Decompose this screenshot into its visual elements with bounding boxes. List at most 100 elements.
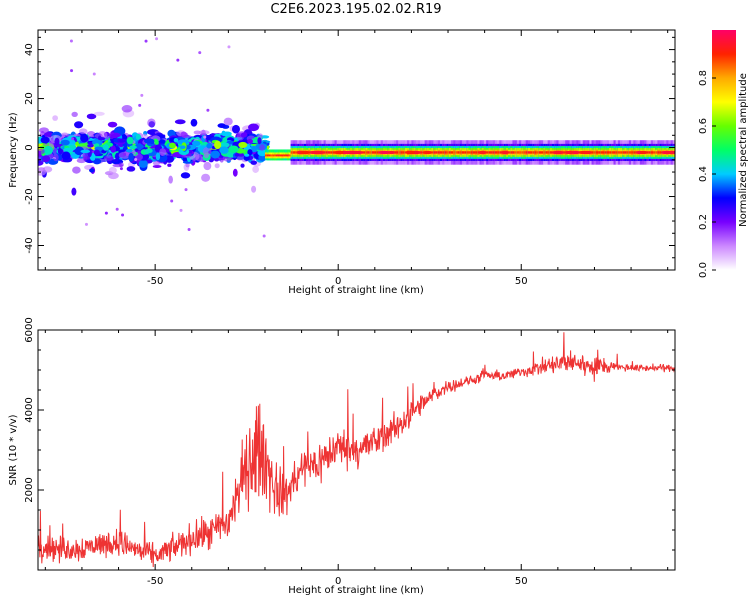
spectrogram-cell — [259, 144, 266, 151]
spectrogram-cell — [613, 151, 616, 154]
spectrogram-cell — [177, 139, 190, 145]
snr-xtick-label: 0 — [335, 576, 341, 587]
spectrogram-cell — [470, 151, 474, 154]
spectrogram-cell — [129, 145, 137, 150]
snr-ytick-label: 6000 — [24, 317, 35, 342]
spectrogram-cell — [492, 151, 496, 154]
spectrogram-cell — [257, 137, 262, 145]
spectrogram-cell — [108, 172, 119, 180]
spectrogram-cell — [126, 136, 134, 145]
colorbar-tick-label: 0.4 — [698, 166, 709, 182]
spectrogram-cell — [61, 151, 71, 160]
spectrogram-cell — [71, 187, 77, 196]
spectrogram-cell — [180, 172, 191, 179]
spectrogram-cell — [179, 145, 186, 150]
spectrogram-cell — [140, 93, 144, 97]
spectrogram-cell — [174, 119, 186, 125]
spectrogram-ytick-label: 40 — [24, 43, 35, 56]
spectrogram-cell — [93, 149, 100, 156]
spectrogram-cell — [327, 151, 331, 154]
spectrogram-xtick-label: -50 — [147, 276, 163, 287]
spectrogram-cell — [181, 134, 192, 139]
spectrogram-cell — [365, 151, 368, 154]
spectrogram-cell — [453, 151, 456, 154]
spectrogram-cell — [110, 133, 119, 139]
spectrogram-cell — [179, 208, 183, 212]
spectrogram-cell — [442, 151, 445, 154]
spectrogram-cell — [606, 151, 610, 154]
spectrogram-cell — [240, 163, 245, 168]
spectrogram-cell — [444, 151, 447, 154]
spectrogram-cell — [210, 150, 220, 159]
spectrogram-cell — [170, 199, 174, 203]
spectrogram-cell — [247, 138, 253, 144]
spectrogram-cell — [523, 151, 526, 154]
spectrogram-cell — [488, 151, 491, 154]
spectrogram-cell — [54, 137, 60, 146]
colorbar-tick-label: 0.0 — [698, 262, 709, 278]
spectrogram-cell — [333, 150, 346, 155]
spectrogram-cell — [387, 150, 396, 155]
spectrogram-cell — [238, 141, 248, 149]
spectrogram-cell — [435, 151, 438, 154]
spectrogram-cell — [532, 151, 535, 154]
spectrogram-cell — [152, 164, 162, 168]
spectrogram-cell — [97, 137, 106, 141]
spectrogram-cell — [486, 151, 489, 154]
spectrogram-cell — [135, 133, 141, 140]
spectrogram-cell — [38, 148, 45, 155]
spectrogram-cell — [93, 111, 105, 116]
spectrogram-cell — [38, 167, 47, 176]
spectrogram-cell — [214, 140, 222, 150]
spectrogram-cell — [521, 151, 524, 154]
spectrogram-cell — [450, 151, 454, 154]
spectrogram-cell — [251, 185, 257, 193]
spectrogram-cell — [367, 151, 370, 154]
spectrogram-cell — [71, 111, 78, 117]
spectrogram-cell — [198, 130, 210, 135]
spectrogram-cell — [53, 153, 59, 162]
spectrogram-cell — [159, 148, 167, 156]
spectrogram-cell — [602, 151, 605, 154]
snr-series-line — [38, 332, 675, 568]
spectrogram-cell — [143, 138, 155, 144]
spectrogram-cell — [624, 151, 627, 154]
spectrogram-cell — [92, 158, 102, 165]
spectrogram-cell — [80, 149, 91, 154]
chart-title: C2E6.2023.195.02.02.R19 — [270, 2, 442, 17]
spectrogram-cell — [374, 151, 377, 154]
snr-xtick-label: -50 — [147, 576, 163, 587]
spectrogram-ticks: -50 0 50 -40 -20 0 20 40 — [24, 30, 675, 287]
spectrogram-cell — [43, 145, 53, 155]
spectrogram-cell — [117, 138, 127, 143]
spectrogram-cell — [369, 151, 373, 154]
spectrogram-cell — [185, 162, 190, 168]
spectrogram-cell — [648, 151, 652, 154]
spectrogram-cell — [457, 151, 460, 154]
spectrogram-xtick-label: 50 — [515, 276, 528, 287]
spectrogram-cell — [190, 118, 198, 127]
spectrogram-cell — [657, 151, 660, 154]
colorbar-tick-label: 0.2 — [698, 214, 709, 230]
spectrogram-cell — [446, 151, 449, 154]
spectrogram-cell — [571, 150, 581, 155]
spectrogram-cell — [123, 152, 127, 156]
spectrogram-cell — [182, 160, 194, 164]
spectrogram-cell — [448, 151, 452, 154]
spectrogram-cell — [376, 151, 379, 154]
spectrogram-cell — [217, 123, 226, 128]
spectrogram-cell — [653, 151, 656, 154]
spectrogram-cell — [527, 151, 531, 154]
spectrogram-cell — [510, 151, 513, 154]
spectrogram-cell — [202, 147, 212, 156]
spectrogram-cell — [631, 151, 634, 154]
spectrogram-cell — [646, 151, 649, 154]
spectrogram-cell — [70, 69, 74, 73]
spectrogram-cell — [545, 151, 548, 154]
spectrogram-cell — [536, 151, 540, 154]
spectrogram-cell — [228, 145, 239, 153]
snr-ytick-label: 2000 — [24, 477, 35, 502]
spectrogram-cell — [659, 151, 663, 154]
spectrogram-cell — [433, 151, 436, 154]
spectrogram-cell — [512, 151, 515, 154]
